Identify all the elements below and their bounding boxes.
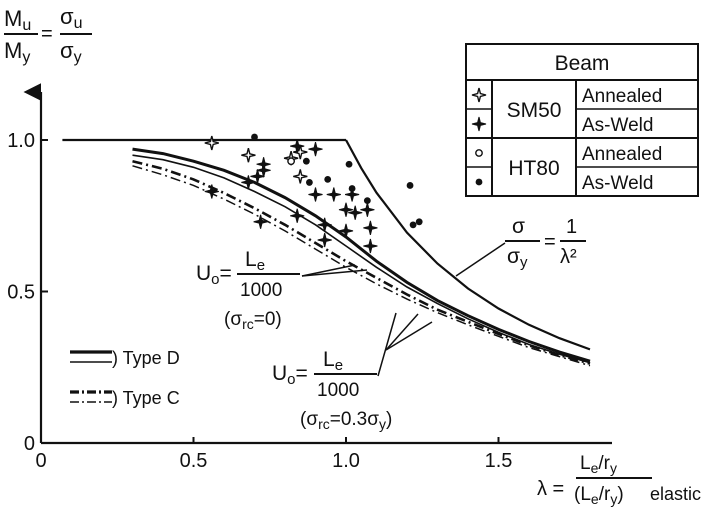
data-point-filled-circle [406, 182, 414, 189]
xlabel-num: Le/ry [580, 453, 617, 476]
data-point-filled-circle [415, 218, 423, 226]
y-axis-label: Mu My = σu σy [4, 4, 92, 66]
x-tick-label: 1.0 [332, 450, 360, 472]
data-point-open-circle [287, 157, 295, 166]
legend-symbol-filled-circle [475, 178, 483, 186]
xlabel-den: (Le/ry) [574, 484, 624, 507]
legend-entry-ht80-asweld: As-Weld [582, 173, 653, 194]
legend-entry-sm50-asweld: As-Weld [582, 115, 653, 136]
curves [62, 138, 591, 367]
ylabel-snum: σu [60, 4, 82, 32]
data-point-filled-circle [409, 221, 417, 229]
legend-symbol-open-circle [475, 149, 483, 157]
x-tick-label: 0.5 [180, 450, 208, 472]
data-point-filled-star [348, 205, 363, 220]
data-point-filled-star [338, 202, 354, 217]
euler-rhs-num: 1 [566, 216, 577, 238]
legend-symbol-open-star [471, 87, 487, 103]
y-tick-label: 0 [24, 433, 35, 455]
data-point-filled-star [290, 138, 305, 154]
u0b-den: 1000 [317, 380, 359, 401]
curve-dashdot-thick [132, 159, 591, 365]
ylabel-eq: = [41, 23, 53, 45]
data-point-filled-star [308, 187, 323, 202]
data-point-filled-star [317, 232, 332, 248]
data-point-filled-star [241, 175, 256, 190]
legend-symbol-filled-star [471, 116, 487, 132]
data-point-filled-star [290, 208, 305, 223]
u0a-num: Le [245, 248, 265, 274]
euler-eq: = [544, 231, 556, 253]
u0a-den: 1000 [240, 280, 282, 301]
u0a-lhs: Uo= [196, 262, 232, 288]
line-legend: ) Type D ) Type C [70, 348, 180, 408]
data-point-open-star [293, 169, 308, 184]
legend-entry-sm50-annealed: Annealed [582, 86, 662, 107]
legend: Beam SM50 HT80 Annealed As-Weld Annealed… [465, 43, 699, 197]
legend-title: Beam [555, 52, 610, 75]
u0-rc0-annotation: Uo= Le 1000 (σrc=0) [196, 248, 368, 332]
data-point-open-star [204, 135, 219, 151]
data-point-filled-circle [251, 133, 258, 141]
data-point-filled-star [253, 214, 268, 229]
x-tick-label: 0 [35, 450, 46, 472]
ylabel-den: My [4, 38, 30, 66]
data-point-filled-star [344, 187, 360, 202]
legend-group-ht80: HT80 [508, 157, 559, 180]
data-point-filled-star [360, 202, 375, 217]
data-point-filled-circle [324, 175, 332, 183]
data-point-filled-star [338, 223, 354, 239]
legend-entry-ht80-annealed: Annealed [582, 144, 662, 165]
data-point-filled-circle [306, 179, 313, 186]
euler-lhs-den: σy [507, 245, 528, 271]
y-tick-label: 1.0 [7, 130, 35, 152]
curve-euler [345, 139, 591, 351]
data-point-filled-star [308, 141, 323, 157]
data-point-filled-circle [348, 185, 356, 192]
data-point-filled-circle [363, 197, 371, 205]
legend-group-sm50: SM50 [507, 99, 562, 122]
data-point-filled-circle [302, 157, 310, 165]
data-point-filled-star [363, 220, 378, 236]
xlabel-suffix: elastic [650, 484, 701, 504]
data-point-filled-star [326, 187, 341, 202]
data-point-filled-circle [345, 160, 353, 168]
euler-annotation: σ σy = 1 λ² [455, 215, 586, 277]
data-point-filled-star [256, 163, 271, 178]
line-legend-type-c: ) Type C [112, 388, 180, 408]
xlabel-lambda: λ = [537, 478, 564, 500]
axis-ticks: 0 0.5 1.0 1.5 0 0.5 1.0 [7, 130, 512, 472]
u0b-lhs: Uo= [272, 362, 308, 388]
ylabel-num: Mu [4, 6, 31, 34]
data-point-filled-star [317, 217, 332, 232]
curve-solid-thick [132, 147, 591, 363]
ylabel-sden: σy [60, 38, 82, 66]
line-legend-type-d: ) Type D [112, 348, 180, 368]
u0b-num: Le [323, 348, 343, 374]
x-tick-label: 1.5 [485, 450, 513, 472]
u0a-cond: (σrc=0) [224, 309, 282, 332]
u0-rc03-annotation: Uo= Le 1000 (σrc=0.3σy) [272, 312, 433, 432]
u0b-cond: (σrc=0.3σy) [300, 409, 392, 432]
data-points [204, 133, 423, 254]
data-point-open-star [241, 148, 256, 163]
data-point-filled-star [363, 238, 378, 254]
x-axis-label: λ = Le/ry (Le/ry) elastic [537, 453, 701, 507]
legend-symbols [471, 87, 487, 186]
euler-lhs-num: σ [512, 215, 525, 238]
euler-rhs-den: λ² [560, 246, 577, 268]
data-point-filled-star [250, 169, 265, 184]
data-point-filled-star [204, 184, 219, 199]
y-tick-label: 0.5 [7, 282, 35, 304]
